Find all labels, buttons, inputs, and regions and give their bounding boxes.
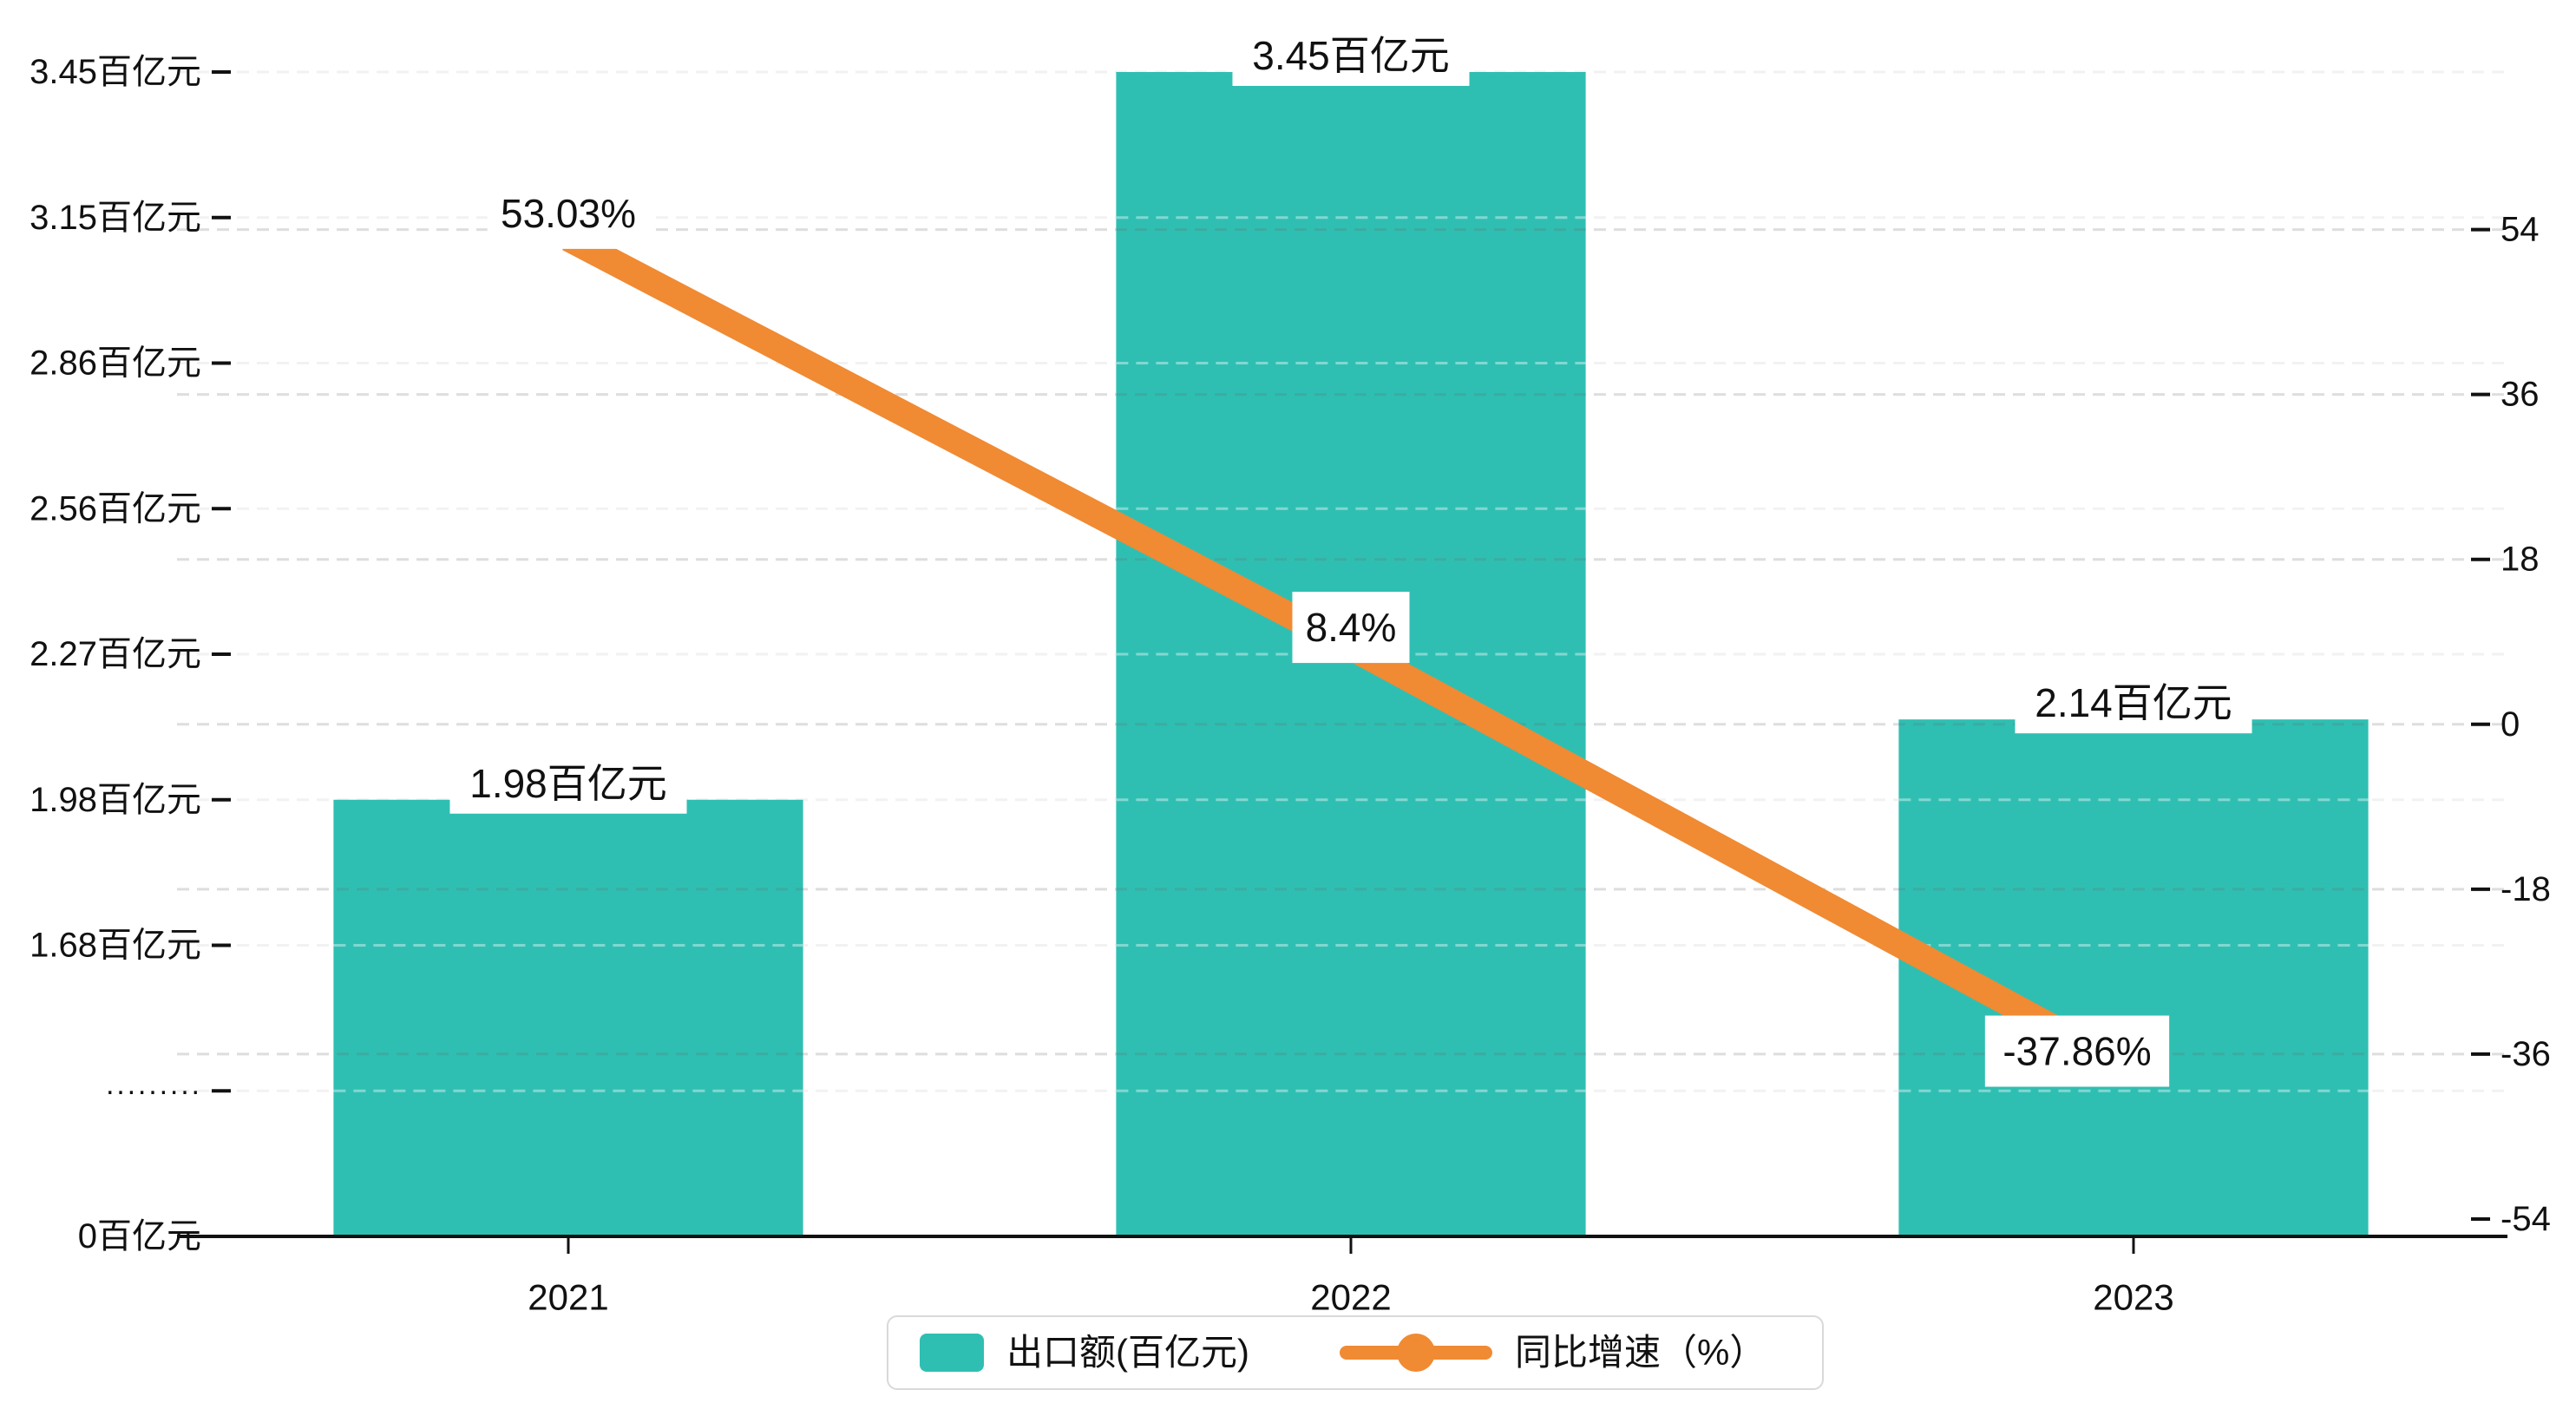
- right-axis-label: 0: [2501, 705, 2520, 744]
- pct-label-2021-text: 53.03%: [501, 191, 636, 236]
- pct-label-2023-box: [1984, 1015, 2170, 1087]
- legend-line-icon: [1339, 1334, 1492, 1372]
- left-axis-label: 2.27百亿元: [29, 635, 201, 673]
- bar-value-label-2022-box: [1232, 25, 1470, 86]
- right-axis-label: 18: [2501, 541, 2540, 579]
- bar-value-label-2022-text: 3.45百亿元: [1252, 33, 1450, 78]
- legend-item-growth[interactable]: 同比增速（%）: [1339, 1332, 1766, 1373]
- left-axis-label: 2.56百亿元: [29, 489, 201, 528]
- right-axis-label: -36: [2501, 1035, 2551, 1073]
- bar-value-label-2021: 1.98百亿元: [449, 752, 687, 814]
- bar-value-label-2023-text: 2.14百亿元: [2035, 680, 2232, 725]
- left-axis-label: 3.15百亿元: [29, 199, 201, 237]
- legend-line-dot: [1396, 1334, 1435, 1372]
- bar-value-label-2023: 2.14百亿元: [2015, 672, 2252, 734]
- right-axis-label: -54: [2501, 1200, 2551, 1238]
- pct-label-2021: 53.03%: [487, 177, 650, 249]
- x-axis-label-2021: 2021: [528, 1277, 608, 1318]
- bar-value-label-2023-box: [2015, 672, 2252, 734]
- legend-item-export-label: 出口额(百亿元): [1006, 1332, 1249, 1373]
- left-axis-label: 2.86百亿元: [29, 344, 201, 383]
- axes-layer: [177, 70, 2507, 1254]
- legend-bar-swatch-icon: [920, 1334, 984, 1372]
- pct-label-2022: 8.4%: [1292, 592, 1410, 664]
- pct-label-2022-text: 8.4%: [1306, 605, 1397, 650]
- left-axis-label: ·········: [105, 1074, 201, 1107]
- bar-value-label-2021-text: 1.98百亿元: [469, 761, 667, 806]
- bar-2021[interactable]: [333, 799, 803, 1236]
- right-axis-label: -18: [2501, 870, 2551, 908]
- pct-label-2023: -37.86%: [1984, 1015, 2170, 1087]
- left-axis-label: 3.45百亿元: [29, 53, 201, 91]
- pct-label-2021-box: [487, 177, 650, 249]
- pct-label-2022-box: [1292, 592, 1410, 664]
- left-axis-label: 0百亿元: [78, 1217, 201, 1255]
- right-axis-label: 54: [2501, 211, 2540, 249]
- pct-label-2023-text: -37.86%: [2002, 1029, 2151, 1074]
- x-axis-label-2023: 2023: [2093, 1277, 2173, 1318]
- legend-item-export[interactable]: 出口额(百亿元): [920, 1334, 1249, 1372]
- legend-item-growth-label: 同比增速（%）: [1514, 1332, 1766, 1373]
- left-axis-label: 1.68百亿元: [29, 927, 201, 965]
- right-axis-label: 36: [2501, 376, 2540, 414]
- gridlines-minor-overlay: [333, 216, 2369, 1092]
- legend: 出口额(百亿元) 同比增速（%）: [887, 1315, 1824, 1390]
- bar-value-label-2022: 3.45百亿元: [1232, 25, 1470, 86]
- x-axis-label-2022: 2022: [1310, 1277, 1391, 1318]
- left-axis-label: 1.98百亿元: [29, 781, 201, 819]
- bar-value-label-2021-box: [449, 752, 687, 814]
